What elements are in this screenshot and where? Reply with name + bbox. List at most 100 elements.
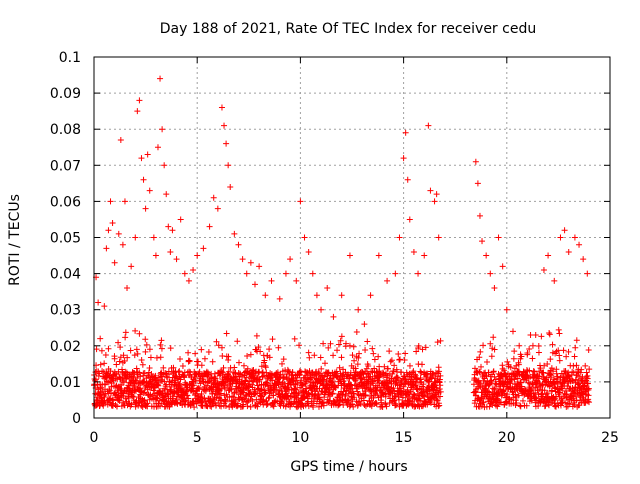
data-point	[585, 392, 592, 399]
data-point	[357, 400, 364, 407]
data-point	[105, 390, 112, 397]
data-point	[572, 344, 579, 351]
data-point	[512, 397, 519, 404]
data-point	[346, 342, 353, 349]
x-axis-label: GPS time / hours	[290, 459, 407, 475]
data-point	[584, 380, 591, 387]
data-point	[345, 398, 352, 405]
data-point	[554, 373, 561, 380]
data-point	[565, 369, 572, 376]
data-point	[240, 362, 247, 369]
data-point	[485, 369, 492, 376]
data-point	[132, 327, 139, 334]
data-point	[516, 342, 523, 349]
data-point	[200, 245, 207, 252]
data-point	[109, 220, 116, 227]
data-point	[552, 403, 559, 410]
data-point	[583, 369, 590, 376]
data-point	[370, 350, 377, 357]
data-point	[231, 390, 238, 397]
data-point	[508, 377, 515, 384]
data-point	[101, 303, 108, 310]
data-point	[498, 392, 505, 399]
data-point	[167, 345, 174, 352]
data-point	[483, 372, 490, 379]
data-point	[253, 332, 260, 339]
data-point	[390, 368, 397, 375]
data-point	[138, 155, 145, 162]
data-point	[315, 391, 322, 398]
data-point	[115, 397, 122, 404]
data-point	[422, 344, 429, 351]
data-point	[546, 331, 553, 338]
data-point	[382, 393, 389, 400]
data-point	[401, 357, 408, 364]
data-point	[336, 392, 343, 399]
data-point	[261, 389, 268, 396]
data-point	[406, 362, 413, 369]
data-point	[239, 256, 246, 263]
data-point	[152, 372, 159, 379]
data-point	[231, 230, 238, 237]
data-point	[136, 385, 143, 392]
data-point	[262, 364, 269, 371]
data-point	[318, 365, 325, 372]
data-point	[297, 368, 304, 375]
data-point	[478, 363, 484, 370]
data-point	[147, 354, 154, 361]
data-point	[413, 348, 420, 355]
data-point	[415, 270, 422, 277]
data-point	[400, 155, 407, 162]
data-point	[402, 350, 409, 357]
data-point	[517, 379, 524, 386]
data-point	[198, 346, 205, 353]
data-point	[261, 357, 268, 364]
data-point	[121, 198, 128, 205]
ticks-layer	[93, 56, 611, 419]
data-point	[119, 377, 126, 384]
data-point	[129, 393, 136, 400]
data-point	[313, 292, 320, 299]
data-point	[234, 400, 241, 407]
data-point	[227, 385, 234, 392]
data-point	[437, 393, 444, 400]
data-point	[122, 334, 129, 341]
data-point	[417, 368, 424, 375]
data-point	[101, 360, 108, 367]
data-point	[288, 393, 295, 400]
data-point	[141, 389, 148, 396]
data-point	[157, 376, 164, 383]
data-point	[388, 357, 395, 364]
data-point	[128, 263, 135, 270]
data-point	[336, 401, 343, 408]
data-point	[557, 402, 564, 409]
data-point	[311, 392, 318, 399]
data-point	[421, 252, 428, 259]
data-point	[157, 341, 164, 348]
data-point	[107, 368, 114, 375]
data-point	[585, 346, 592, 353]
data-point	[434, 397, 441, 404]
data-point	[318, 306, 325, 313]
data-point	[563, 353, 570, 360]
data-point	[427, 187, 434, 194]
data-point	[420, 381, 427, 388]
data-point	[517, 403, 524, 410]
data-point	[484, 359, 491, 366]
data-point	[362, 346, 369, 353]
labels-layer: 0 5 10 15 20 25 0 0.01 0.02 0.03 0.04 0.05 0.06 0.07 0…	[50, 50, 619, 446]
data-point	[584, 270, 591, 277]
data-point	[269, 336, 276, 343]
data-point	[495, 389, 502, 396]
data-point	[206, 223, 213, 230]
data-point	[580, 256, 587, 263]
data-point	[549, 387, 556, 394]
data-point	[181, 374, 188, 381]
data-point	[227, 183, 234, 190]
data-point	[117, 385, 124, 392]
data-point	[95, 299, 102, 306]
data-point	[555, 347, 562, 354]
data-point	[565, 348, 572, 355]
data-point	[373, 388, 380, 395]
